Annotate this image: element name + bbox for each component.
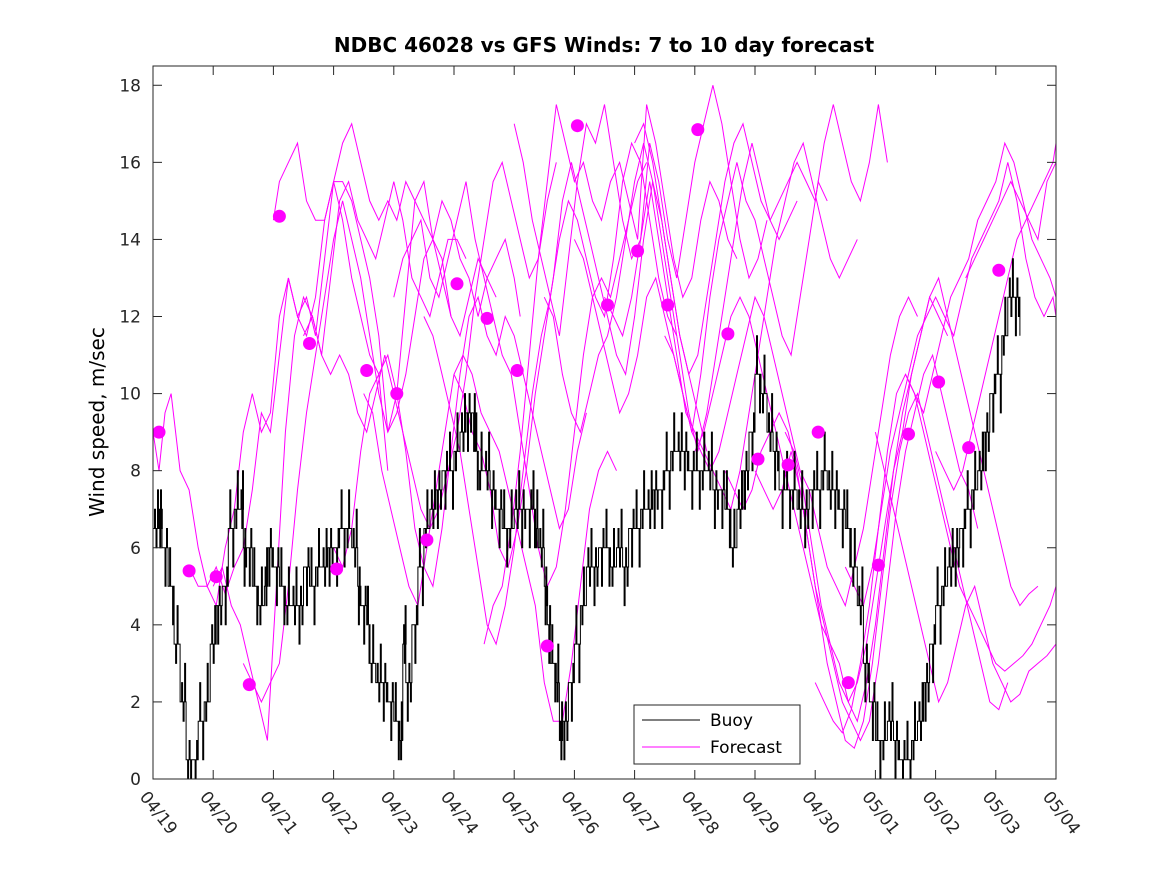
forecast-line-2 (188, 179, 452, 608)
forecast-marker-19 (691, 123, 705, 137)
forecast-line-7 (333, 295, 587, 588)
forecast-marker-8 (360, 364, 374, 377)
chart-title: NDBC 46028 vs GFS Winds: 7 to 10 day for… (334, 33, 875, 57)
y-axis-label: Wind speed, m/sec (85, 327, 109, 517)
forecast-marker-7 (330, 562, 344, 576)
forecast-marker-17 (631, 244, 645, 258)
forecast-marker-10 (420, 533, 434, 547)
forecast-line-14 (543, 142, 798, 452)
forecast-marker-3 (209, 570, 223, 584)
y-tick-label-8: 8 (130, 462, 141, 482)
forecast-marker-6 (303, 337, 316, 350)
forecast-marker-28 (962, 441, 976, 455)
forecast-lines (152, 85, 1057, 750)
forecast-line-12 (483, 104, 738, 645)
forecast-line-27 (935, 143, 1057, 492)
forecast-line-28 (965, 162, 1057, 279)
forecast-marker-27 (932, 375, 946, 389)
y-tick-label-14: 14 (119, 230, 141, 250)
forecast-marker-16 (601, 298, 614, 312)
forecast-line-17 (634, 104, 888, 376)
legend: Buoy Forecast (633, 704, 801, 765)
y-tick-label-16: 16 (119, 153, 141, 173)
y-axis-ticks: 0 2 4 6 8 10 12 14 16 18 (119, 76, 1056, 790)
forecast-line-24 (844, 162, 1057, 608)
forecast-marker-29 (992, 263, 1006, 277)
forecast-marker-1 (152, 425, 166, 439)
y-tick-label-12: 12 (119, 308, 141, 328)
forecast-line-25 (874, 431, 1057, 704)
y-tick-label-0: 0 (130, 770, 141, 790)
forecast-markers (152, 119, 1006, 692)
forecast-line-26 (905, 374, 1057, 672)
forecast-marker-23 (811, 425, 825, 439)
forecast-line-18 (664, 295, 918, 608)
forecast-marker-25 (871, 558, 885, 572)
y-tick-label-2: 2 (130, 693, 141, 713)
y-tick-label-18: 18 (119, 76, 141, 96)
forecast-marker-22 (781, 458, 795, 472)
forecast-line-22 (784, 276, 1039, 704)
legend-forecast-label: Forecast (710, 738, 782, 758)
forecast-marker-9 (390, 387, 404, 401)
forecast-marker-24 (841, 676, 855, 690)
forecast-marker-15 (570, 119, 584, 133)
forecast-marker-21 (751, 452, 765, 466)
forecast-marker-18 (661, 298, 675, 312)
forecast-line-5 (272, 122, 521, 317)
forecast-line-9 (393, 162, 648, 588)
forecast-marker-11 (450, 277, 464, 291)
y-tick-label-4: 4 (130, 616, 141, 636)
forecast-marker-20 (721, 327, 735, 341)
plot-area (153, 66, 1056, 779)
buoy-line (153, 258, 1021, 780)
forecast-marker-2 (182, 564, 196, 578)
y-tick-label-10: 10 (119, 385, 141, 405)
forecast-line-23 (814, 141, 1057, 734)
legend-buoy-label: Buoy (710, 711, 753, 731)
y-tick-label-6: 6 (130, 539, 141, 559)
legend-box (633, 704, 801, 765)
forecast-line-15 (573, 162, 828, 433)
forecast-marker-26 (902, 427, 915, 441)
forecast-marker-4 (242, 678, 256, 692)
buoy-line-group (153, 258, 1021, 780)
plot-frame (152, 65, 1057, 780)
forecast-marker-5 (272, 209, 286, 223)
forecast-line-20 (724, 353, 979, 742)
forecast-marker-14 (540, 639, 554, 653)
forecast-marker-13 (510, 364, 524, 377)
forecast-marker-12 (480, 311, 494, 325)
